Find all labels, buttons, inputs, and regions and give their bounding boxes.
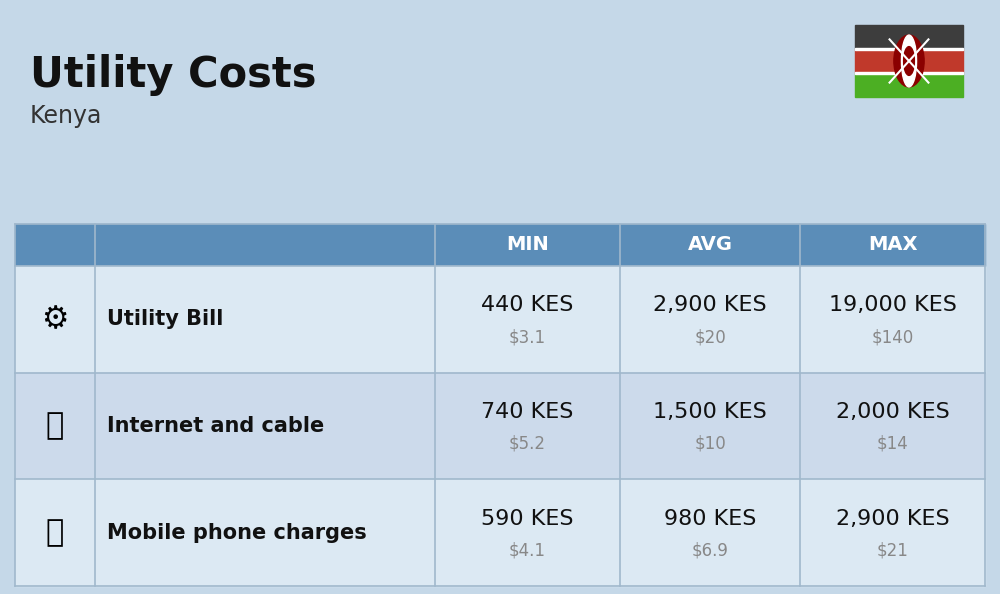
- Ellipse shape: [901, 35, 917, 87]
- Text: 19,000 KES: 19,000 KES: [829, 295, 956, 315]
- Bar: [855, 73, 963, 97]
- Bar: [15, 479, 985, 586]
- Text: Utility Costs: Utility Costs: [30, 54, 316, 96]
- Ellipse shape: [904, 46, 914, 75]
- Text: 590 KES: 590 KES: [481, 509, 574, 529]
- Bar: [855, 72, 963, 74]
- Text: $6.9: $6.9: [692, 542, 728, 560]
- Text: 440 KES: 440 KES: [481, 295, 574, 315]
- Text: 1,500 KES: 1,500 KES: [653, 402, 767, 422]
- Text: 📶: 📶: [46, 412, 64, 441]
- Bar: [855, 49, 963, 73]
- Text: AVG: AVG: [688, 235, 732, 254]
- Text: Mobile phone charges: Mobile phone charges: [107, 523, 367, 543]
- Text: 2,900 KES: 2,900 KES: [653, 295, 767, 315]
- Bar: [855, 25, 963, 49]
- Text: MAX: MAX: [868, 235, 917, 254]
- Text: 2,900 KES: 2,900 KES: [836, 509, 949, 529]
- Text: $140: $140: [871, 328, 914, 346]
- Bar: [15, 224, 985, 266]
- Ellipse shape: [894, 35, 924, 87]
- Text: 📱: 📱: [46, 518, 64, 547]
- Text: Utility Bill: Utility Bill: [107, 309, 223, 329]
- Text: $5.2: $5.2: [509, 435, 546, 453]
- Text: $10: $10: [694, 435, 726, 453]
- Text: $20: $20: [694, 328, 726, 346]
- Text: $21: $21: [877, 542, 908, 560]
- Text: $4.1: $4.1: [509, 542, 546, 560]
- Text: Kenya: Kenya: [30, 104, 102, 128]
- Text: ⚙: ⚙: [41, 305, 69, 334]
- Text: 2,000 KES: 2,000 KES: [836, 402, 949, 422]
- Text: $14: $14: [877, 435, 908, 453]
- Text: 740 KES: 740 KES: [481, 402, 574, 422]
- Bar: [15, 372, 985, 479]
- Text: MIN: MIN: [506, 235, 549, 254]
- Text: $3.1: $3.1: [509, 328, 546, 346]
- Bar: [15, 266, 985, 372]
- Bar: [855, 48, 963, 50]
- Text: Internet and cable: Internet and cable: [107, 416, 324, 436]
- Text: 980 KES: 980 KES: [664, 509, 756, 529]
